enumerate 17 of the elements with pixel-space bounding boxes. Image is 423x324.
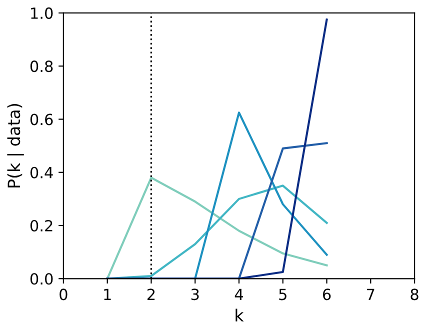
- y-tick-label: 0.4: [30, 166, 53, 178]
- y-tick-label: 0.0: [30, 273, 53, 285]
- x-tick-label: 2: [147, 288, 155, 300]
- y-tick-label: 0.6: [30, 114, 53, 126]
- y-tick-label: 1.0: [31, 7, 53, 19]
- y-axis-title: P(k | data): [7, 104, 24, 188]
- x-tick-label: 3: [191, 288, 199, 300]
- x-tick-label: 1: [104, 288, 111, 300]
- x-tick-label: 5: [279, 288, 286, 300]
- x-tick-label: 6: [322, 288, 331, 300]
- y-tick-label: 0.2: [30, 220, 52, 232]
- x-tick-label: 0: [60, 288, 68, 300]
- y-tick-label: 0.8: [30, 60, 53, 72]
- x-axis-title: k: [236, 308, 244, 322]
- x-tick-label: 7: [367, 288, 374, 300]
- x-tick-label: 4: [234, 288, 243, 300]
- x-tick-label: 8: [410, 288, 418, 300]
